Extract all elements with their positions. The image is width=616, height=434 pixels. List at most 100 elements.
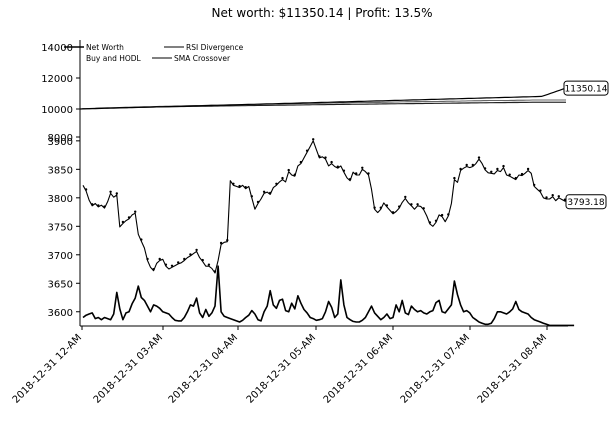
trade-marker	[207, 263, 211, 266]
price-x-tick-label: 2018-12-31 03-AM	[92, 332, 165, 405]
trade-marker	[355, 172, 358, 175]
trade-marker	[477, 156, 481, 159]
trade-marker	[293, 173, 296, 176]
networth-series-line	[79, 87, 567, 110]
trade-marker	[367, 172, 370, 175]
trade-marker	[195, 248, 198, 252]
trade-marker	[244, 186, 247, 189]
trade-marker	[262, 190, 266, 193]
price-x-tick-label: 2018-12-31 07-AM	[399, 332, 472, 405]
trade-marker	[434, 219, 438, 222]
trade-marker	[183, 257, 186, 261]
trade-marker	[348, 178, 352, 181]
price-y-tick-label: 3650	[48, 279, 73, 290]
networth-y-tick-label: 8000	[48, 133, 73, 144]
trade-marker	[533, 183, 536, 187]
trade-marker	[496, 167, 499, 171]
trade-marker	[232, 182, 235, 185]
trade-marker	[103, 205, 106, 208]
trade-marker	[465, 163, 468, 167]
legend-entry: SMA Crossover	[174, 54, 231, 63]
networth-annotation-label: 11350.14	[565, 85, 608, 95]
trade-marker	[539, 189, 542, 192]
trade-marker	[158, 257, 161, 261]
trade-marker	[201, 258, 204, 262]
trade-marker	[226, 239, 229, 242]
trade-marker	[189, 253, 192, 256]
legend-entry: Buy and HODL	[86, 54, 142, 63]
trade-marker	[385, 204, 389, 207]
trade-marker	[416, 203, 419, 206]
chart-title: Net worth: $11350.14 | Profit: 13.5%	[212, 6, 433, 20]
price-y-tick-label: 3900	[48, 137, 73, 148]
trade-marker	[269, 191, 272, 195]
trade-marker	[526, 167, 530, 171]
networth-y-tick-label: 12000	[41, 74, 73, 85]
trade-marker	[146, 257, 149, 261]
networth-panel: 8000 10000 12000 14000 11350.14 Net Worth Buy …	[41, 40, 609, 144]
trade-marker	[398, 205, 401, 208]
trade-marker	[373, 206, 376, 209]
trade-marker	[490, 170, 493, 173]
legend-entry: Net Worth	[86, 43, 124, 52]
trade-marker	[483, 167, 487, 170]
trade-marker	[379, 206, 382, 209]
price-x-tick-label: 2018-12-31 08-AM	[476, 332, 549, 405]
trade-marker	[250, 195, 253, 198]
trade-marker	[428, 221, 432, 224]
networth-y-tick-label: 10000	[41, 105, 73, 116]
networth-annotation-box	[563, 80, 609, 96]
trade-marker	[422, 207, 425, 210]
trade-marker	[109, 190, 112, 193]
trade-marker	[152, 268, 155, 271]
trade-marker	[391, 211, 395, 214]
price-annotation-label: 3793.18	[567, 198, 604, 208]
trade-marker	[140, 238, 143, 241]
trade-marker	[115, 192, 119, 195]
trade-marker	[514, 176, 517, 180]
trade-marker	[453, 176, 456, 180]
trade-marker	[545, 196, 548, 199]
trade-marker	[299, 160, 303, 164]
price-y-tick-label: 3850	[48, 165, 73, 176]
legend-entry: RSI Divergence	[186, 43, 244, 52]
trade-marker	[281, 176, 284, 180]
price-x-tick-label: 2018-12-31 12-AM	[11, 332, 84, 405]
trade-marker	[121, 220, 125, 224]
trade-marker	[305, 149, 309, 152]
trade-marker	[508, 173, 511, 176]
trade-marker	[170, 264, 174, 267]
price-line	[82, 140, 569, 274]
trade-marker	[164, 263, 168, 266]
trade-marker	[336, 165, 339, 168]
trade-marker	[447, 213, 450, 216]
price-panel: 3600 3650 3700 3750 3800 3850 3900 3793.18 2018-…	[11, 137, 607, 406]
price-annotation-box	[565, 194, 607, 210]
trade-marker	[342, 169, 346, 172]
trade-marker	[312, 138, 315, 141]
trade-marker	[324, 156, 327, 159]
trade-marker	[275, 182, 278, 185]
networth-y-tick-label: 14000	[41, 43, 73, 54]
trade-marker	[551, 194, 554, 197]
trade-marker	[471, 163, 474, 167]
price-x-tick-label: 2018-12-31 06-AM	[322, 332, 395, 405]
trade-marker	[84, 188, 88, 191]
trade-marker	[361, 166, 364, 169]
price-y-tick-label: 3750	[48, 222, 73, 233]
trade-marker	[410, 203, 413, 206]
price-x-tick-label: 2018-12-31 05-AM	[245, 332, 318, 405]
networth-series-line	[79, 99, 566, 110]
price-y-tick-label: 3600	[48, 308, 73, 319]
trade-marker	[134, 210, 137, 213]
volume-line	[82, 265, 575, 327]
price-y-tick-label: 3800	[48, 194, 73, 205]
trade-marker	[219, 241, 223, 245]
trade-marker	[238, 184, 241, 188]
trade-marker	[91, 203, 94, 206]
price-x-tick-label: 2018-12-31 04-AM	[167, 332, 240, 405]
trade-marker	[256, 200, 260, 204]
trade-marker	[97, 204, 100, 207]
trade-marker	[213, 270, 217, 273]
trade-marker	[127, 216, 131, 219]
